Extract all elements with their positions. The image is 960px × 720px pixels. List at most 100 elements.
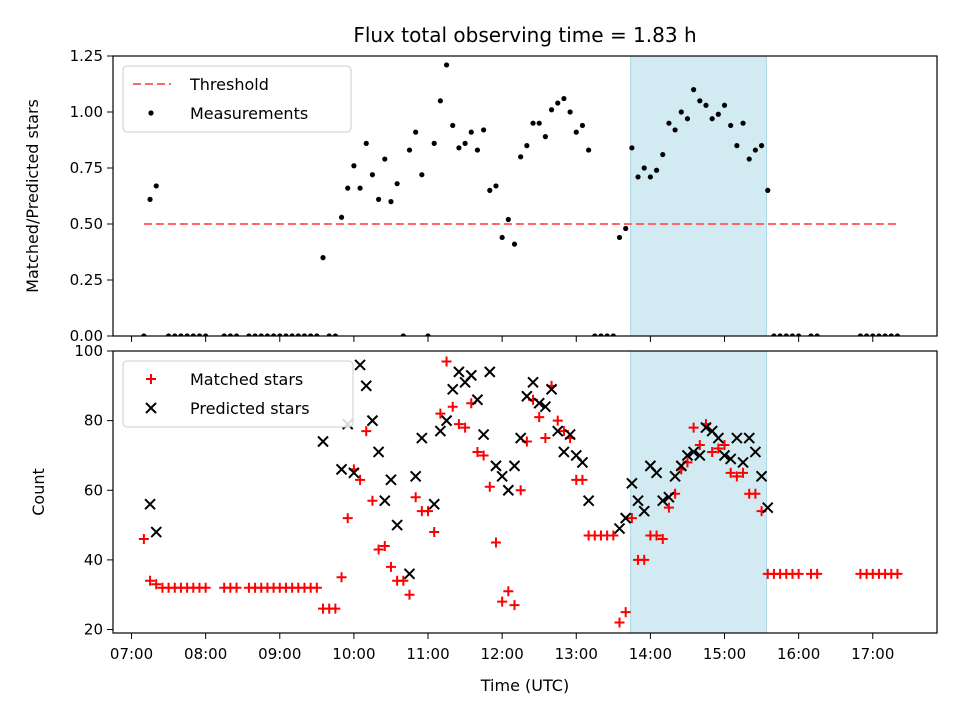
- predicted-star-point: [335, 463, 348, 476]
- measurement-point: [258, 333, 264, 336]
- measurement-point: [857, 333, 864, 336]
- matched-star-point: [812, 568, 823, 579]
- matched-star-point: [336, 572, 347, 583]
- predicted-star-point: [749, 446, 762, 458]
- bottom-panel: 07:00 08:00 09:00 10:00 11:00 12:00 13:00 14:00…: [29, 342, 938, 663]
- top-plot-area: [141, 62, 901, 336]
- predicted-star-point: [731, 432, 743, 444]
- predicted-star-point: [712, 432, 725, 444]
- y-tick-label: 0.75: [70, 159, 103, 177]
- measurement-point: [332, 333, 338, 336]
- predicted-star-point: [755, 470, 768, 483]
- measurement-point: [505, 216, 511, 223]
- measurement-point: [443, 62, 450, 68]
- predicted-star-point: [700, 421, 712, 434]
- predicted-star-point: [453, 366, 465, 378]
- predicted-star-point: [724, 453, 737, 465]
- measurement-point: [425, 333, 431, 336]
- measurement-point: [314, 333, 320, 336]
- measurement-point: [660, 151, 666, 158]
- matched-star-point: [639, 554, 650, 565]
- measurement-point: [697, 98, 703, 104]
- measurement-point: [684, 116, 691, 122]
- measurement-point: [863, 333, 870, 336]
- measurement-point: [672, 127, 678, 133]
- predicted-star-point: [508, 460, 521, 472]
- matched-star-point: [608, 530, 619, 541]
- matched-star-point: [367, 495, 378, 506]
- matched-star-point: [145, 575, 156, 586]
- predicted-star-point: [496, 470, 508, 483]
- x-tick-label: 14:00: [629, 645, 672, 663]
- measurement-point: [567, 109, 573, 115]
- measurement-point: [400, 333, 406, 336]
- measurement-point: [777, 333, 783, 336]
- measurement-point: [536, 120, 542, 126]
- measurement-point: [369, 172, 376, 178]
- predicted-star-point: [484, 366, 496, 378]
- measurement-point: [376, 196, 382, 202]
- predicted-star-point: [416, 432, 428, 444]
- measurement-point: [548, 107, 555, 113]
- bottom-y-axis-label: Count: [29, 468, 48, 516]
- measurement-point: [301, 333, 308, 336]
- x-tick-label: 08:00: [184, 645, 227, 663]
- measurement-point: [308, 333, 314, 336]
- measurement-point: [252, 333, 258, 336]
- measurement-point: [783, 333, 789, 336]
- measurement-point: [610, 333, 616, 336]
- matched-star-point: [750, 488, 761, 499]
- x-tick-label: 10:00: [332, 645, 375, 663]
- predicted-star-point: [354, 359, 366, 371]
- predicted-star-point: [150, 526, 162, 538]
- predicted-star-point: [144, 498, 156, 510]
- matched-star-point: [552, 415, 563, 426]
- figure-title: Flux total observing time = 1.83 h: [353, 23, 696, 47]
- measurement-point: [246, 333, 252, 336]
- measurement-point: [419, 172, 425, 178]
- predicted-star-point: [521, 390, 533, 402]
- predicted-star-point: [669, 470, 681, 483]
- matched-star-point: [311, 582, 322, 593]
- measurement-point: [678, 109, 684, 115]
- measurement-point: [264, 333, 271, 336]
- predicted-star-point: [477, 428, 490, 441]
- legend-label: Threshold: [189, 75, 269, 94]
- measurement-point: [338, 214, 345, 220]
- matched-star-point: [509, 600, 520, 611]
- x-tick-label: 12:00: [481, 645, 524, 663]
- x-tick-label: 16:00: [777, 645, 820, 663]
- measurement-point: [808, 333, 814, 336]
- predicted-star-point: [613, 522, 626, 535]
- predicted-star-point: [657, 494, 669, 507]
- matched-star-point: [423, 506, 434, 517]
- measurement-point: [586, 147, 592, 153]
- matched-star-point: [731, 471, 742, 482]
- matched-star-point: [892, 568, 903, 579]
- measurement-point: [271, 333, 277, 336]
- y-tick-label: 60: [84, 481, 103, 499]
- measurement-point: [295, 333, 301, 336]
- matched-star-point: [379, 540, 390, 551]
- measurement-point: [394, 181, 400, 187]
- legend-label: Measurements: [190, 104, 308, 123]
- predicted-star-point: [434, 425, 447, 437]
- top-panel: 0.00 0.25 0.50 0.75 1.00 1.25 Matched/Predicte…: [23, 47, 938, 345]
- measurement-point: [388, 199, 394, 205]
- bottom-highlight-span: [630, 350, 768, 634]
- measurement-point: [814, 333, 820, 336]
- measurement-point: [147, 196, 153, 202]
- matched-star-point: [793, 568, 804, 579]
- matched-star-point: [138, 534, 149, 544]
- measurement-point: [715, 111, 721, 117]
- measurement-point: [555, 100, 561, 106]
- measurement-point: [740, 120, 746, 126]
- y-tick-label: 40: [84, 551, 103, 569]
- y-tick-label: 20: [84, 621, 103, 639]
- predicted-star-point: [379, 494, 391, 507]
- measurement-point: [462, 140, 468, 146]
- measurement-point: [431, 140, 437, 146]
- measurement-point: [703, 102, 709, 108]
- measurement-point: [203, 333, 209, 336]
- measurement-point: [691, 87, 697, 93]
